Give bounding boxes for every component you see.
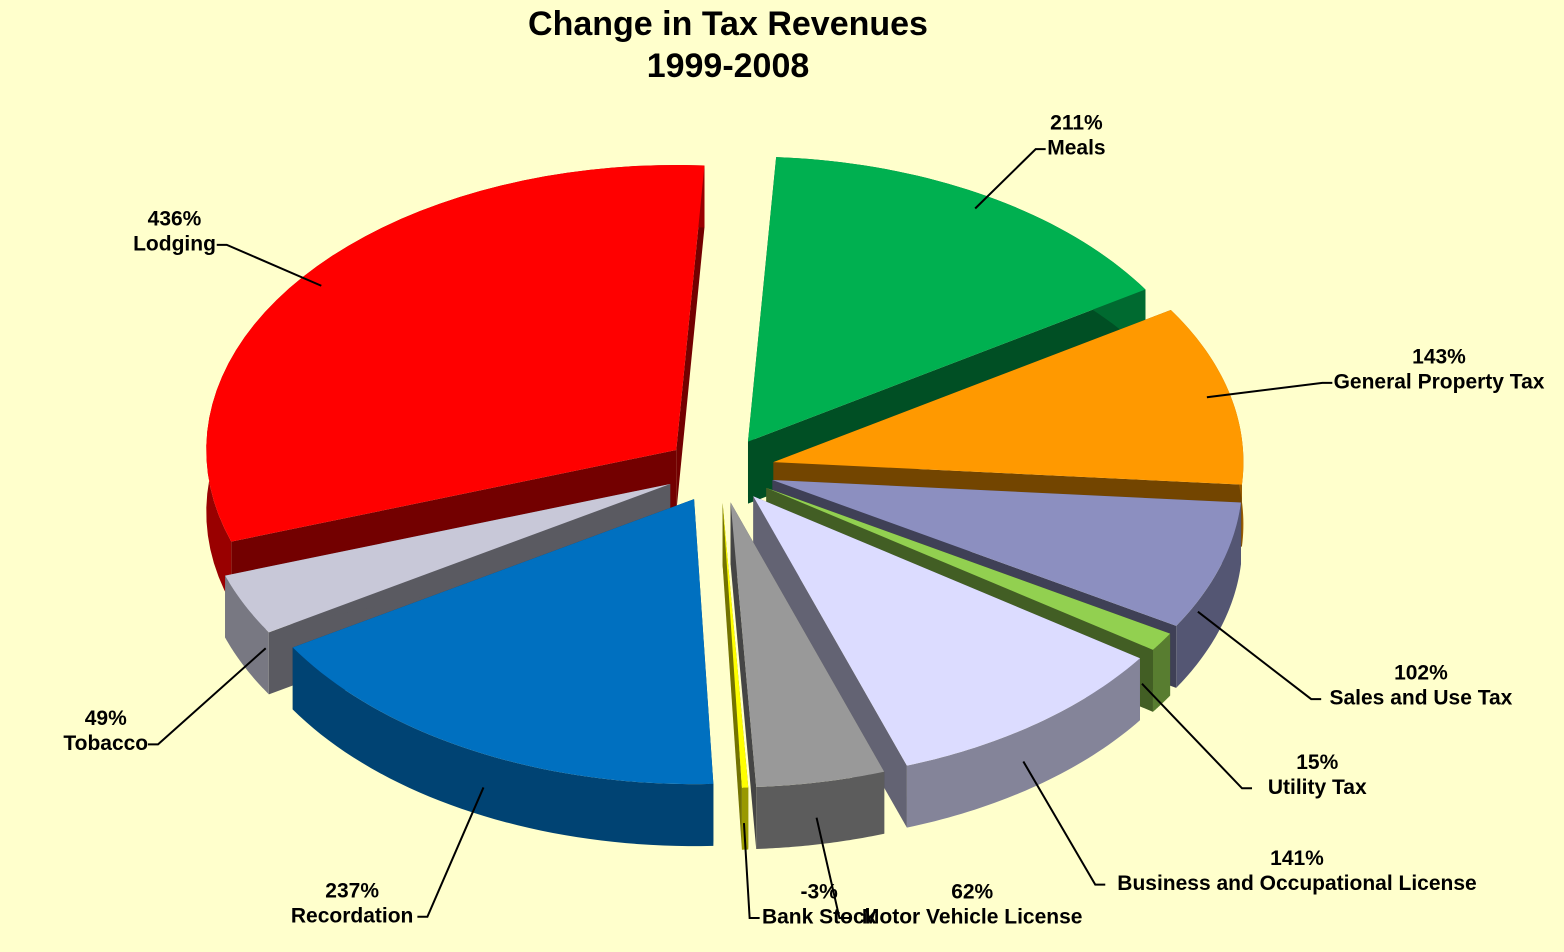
data-label: 102% <box>1394 662 1448 685</box>
leader-line <box>974 148 1046 210</box>
leader-line <box>417 787 485 918</box>
leader-line <box>742 822 760 919</box>
slice <box>773 309 1244 485</box>
data-label: 436% <box>148 207 202 230</box>
slice <box>730 502 885 787</box>
category-label: Sales and Use Tax <box>1329 687 1512 710</box>
slice <box>206 165 705 542</box>
slice-side <box>1152 633 1171 712</box>
slice-wall <box>730 502 757 849</box>
data-label: -3% <box>800 881 838 904</box>
slice <box>753 496 1140 766</box>
leader-line <box>216 243 322 287</box>
category-label: Business and Occupational License <box>1117 872 1476 895</box>
leader-line <box>1022 760 1106 886</box>
slice <box>292 499 714 785</box>
category-label: General Property Tax <box>1334 370 1545 393</box>
data-label: 143% <box>1412 345 1466 368</box>
category-label: Utility Tax <box>1268 776 1367 799</box>
slice <box>747 157 1146 442</box>
data-label: 15% <box>1296 751 1338 774</box>
data-label: 49% <box>85 707 127 730</box>
slice-side <box>741 787 749 850</box>
chart-subtitle: 1999-2008 <box>647 47 810 85</box>
leader-line <box>148 647 267 746</box>
slice-side <box>292 647 714 847</box>
category-label: Recordation <box>291 904 414 927</box>
data-label: 237% <box>325 879 379 902</box>
category-label: Meals <box>1047 137 1105 160</box>
category-label: Tobacco <box>63 732 148 755</box>
slice-side <box>906 658 1140 828</box>
slice <box>766 487 1171 650</box>
leader-line <box>1206 381 1333 399</box>
category-label: Motor Vehicle License <box>862 906 1083 929</box>
chart-title: Change in Tax Revenues <box>528 5 928 43</box>
category-label: Lodging <box>133 232 216 255</box>
category-label: Bank Stock <box>762 906 877 929</box>
slice <box>772 480 1241 626</box>
slice <box>225 483 671 633</box>
leader-line <box>1141 683 1253 790</box>
slice-side <box>1176 502 1241 688</box>
data-label: 211% <box>1050 112 1103 135</box>
slice-side <box>756 771 885 849</box>
data-label: 62% <box>951 881 993 904</box>
leader-line <box>1197 610 1322 701</box>
slice-side <box>225 575 269 695</box>
slice <box>722 502 749 788</box>
slice-wall <box>676 165 705 512</box>
data-label: 141% <box>1270 847 1324 870</box>
leader-line <box>815 817 850 919</box>
slice-wall <box>722 502 742 850</box>
